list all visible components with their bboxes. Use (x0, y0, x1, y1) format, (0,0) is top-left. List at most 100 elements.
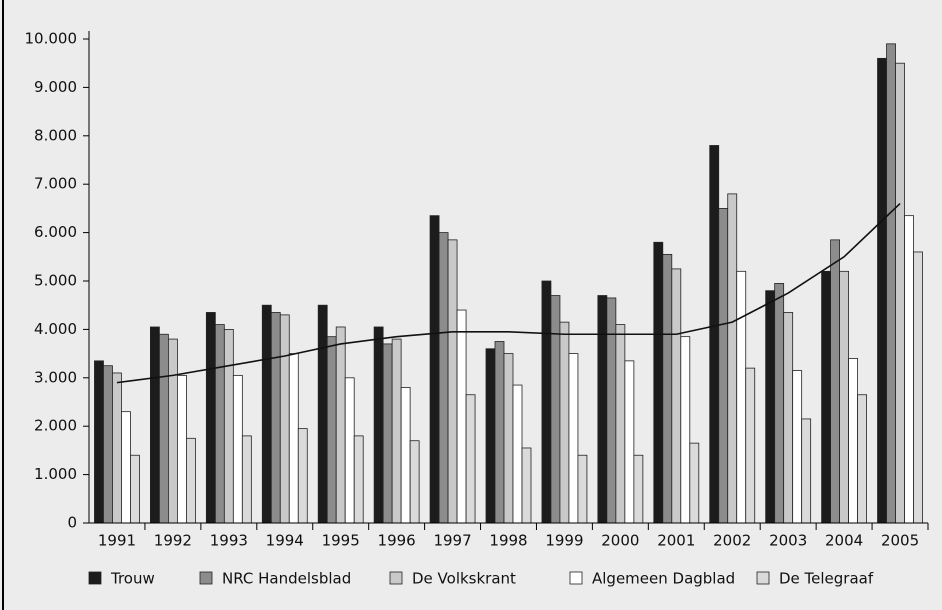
bar (326, 336, 337, 524)
bar (624, 360, 635, 524)
bar (680, 336, 691, 524)
x-tick-label: 2002 (713, 532, 751, 550)
bar (409, 440, 420, 524)
bar (671, 268, 682, 524)
bar (830, 239, 840, 524)
bar (783, 312, 794, 524)
bar (270, 312, 281, 524)
legend-label: NRC Handelsblad (222, 570, 351, 588)
bar (335, 326, 346, 524)
y-tick-label: 0 (67, 514, 77, 532)
bar (382, 343, 393, 524)
bar (541, 280, 552, 524)
bar (158, 333, 169, 524)
legend-swatch (389, 571, 403, 585)
y-tick-label: 6.000 (34, 223, 77, 241)
bar (317, 304, 328, 524)
bar (279, 314, 290, 524)
x-tick-label: 1999 (545, 532, 583, 550)
bar (839, 270, 849, 524)
x-tick-label: 1996 (378, 532, 416, 550)
bar (429, 215, 440, 524)
bar (288, 353, 299, 524)
y-tick-label: 5.000 (34, 272, 77, 290)
legend-label: De Volkskrant (412, 570, 516, 588)
legend-swatch (88, 571, 102, 585)
bar (615, 324, 626, 524)
bar (568, 353, 579, 524)
x-tick-label: 1994 (266, 532, 304, 550)
bar (745, 367, 756, 524)
bar (503, 353, 514, 524)
bar (494, 341, 505, 524)
bar (261, 304, 272, 524)
y-tick-label: 7.000 (34, 175, 77, 193)
bar (223, 328, 234, 524)
bar (633, 454, 644, 524)
bar (877, 57, 887, 524)
bar (792, 370, 803, 524)
y-tick-label: 10.000 (25, 30, 78, 48)
x-tick-label: 1995 (322, 532, 360, 550)
bar (801, 418, 812, 524)
y-tick-label: 9.000 (34, 78, 77, 96)
bar (232, 374, 243, 524)
bar (736, 270, 747, 524)
legend-swatch (569, 571, 583, 585)
x-tick-label: 2000 (601, 532, 639, 550)
x-tick-label: 2005 (881, 532, 919, 550)
bar (353, 435, 364, 524)
bar (103, 365, 113, 524)
x-tick-label: 2004 (825, 532, 863, 550)
bar (112, 372, 122, 524)
bar (344, 377, 355, 524)
bar (550, 295, 561, 524)
bar (821, 270, 831, 524)
bar (485, 348, 496, 524)
bar (886, 43, 896, 524)
x-tick-label: 1993 (210, 532, 248, 550)
bar (456, 309, 467, 524)
bar (121, 411, 131, 524)
bar (577, 454, 588, 524)
bar (214, 324, 225, 524)
y-tick-label: 3.000 (34, 368, 77, 386)
bar (765, 290, 776, 524)
bar (297, 428, 308, 524)
bar (774, 283, 785, 524)
trend-line (116, 202, 901, 384)
bar (447, 239, 458, 524)
bar (438, 232, 449, 524)
bar (94, 360, 104, 524)
bar (176, 374, 187, 524)
bar (149, 326, 160, 524)
legend-label: De Telegraaf (779, 570, 874, 588)
bar (895, 62, 905, 524)
bar (400, 387, 411, 524)
bar (689, 442, 700, 524)
x-tick-label: 2001 (657, 532, 695, 550)
bar (857, 394, 867, 524)
bar (130, 454, 140, 524)
bar (709, 145, 720, 524)
x-tick-label: 1997 (433, 532, 471, 550)
bar (559, 321, 570, 524)
bar (465, 394, 476, 524)
bar (512, 384, 523, 524)
bar (913, 251, 923, 524)
bar (167, 338, 178, 524)
bar (521, 447, 532, 524)
bar (653, 241, 664, 524)
x-tick-label: 1998 (489, 532, 527, 550)
legend-label: Algemeen Dagblad (592, 570, 735, 588)
x-tick-label: 1991 (98, 532, 136, 550)
y-tick-label: 2.000 (34, 417, 77, 435)
legend-swatch (756, 571, 770, 585)
bar (848, 358, 858, 524)
x-tick-label: 2003 (769, 532, 807, 550)
y-tick-label: 4.000 (34, 320, 77, 338)
legend-label: Trouw (110, 570, 155, 588)
bar (205, 312, 216, 524)
bar (597, 295, 608, 524)
